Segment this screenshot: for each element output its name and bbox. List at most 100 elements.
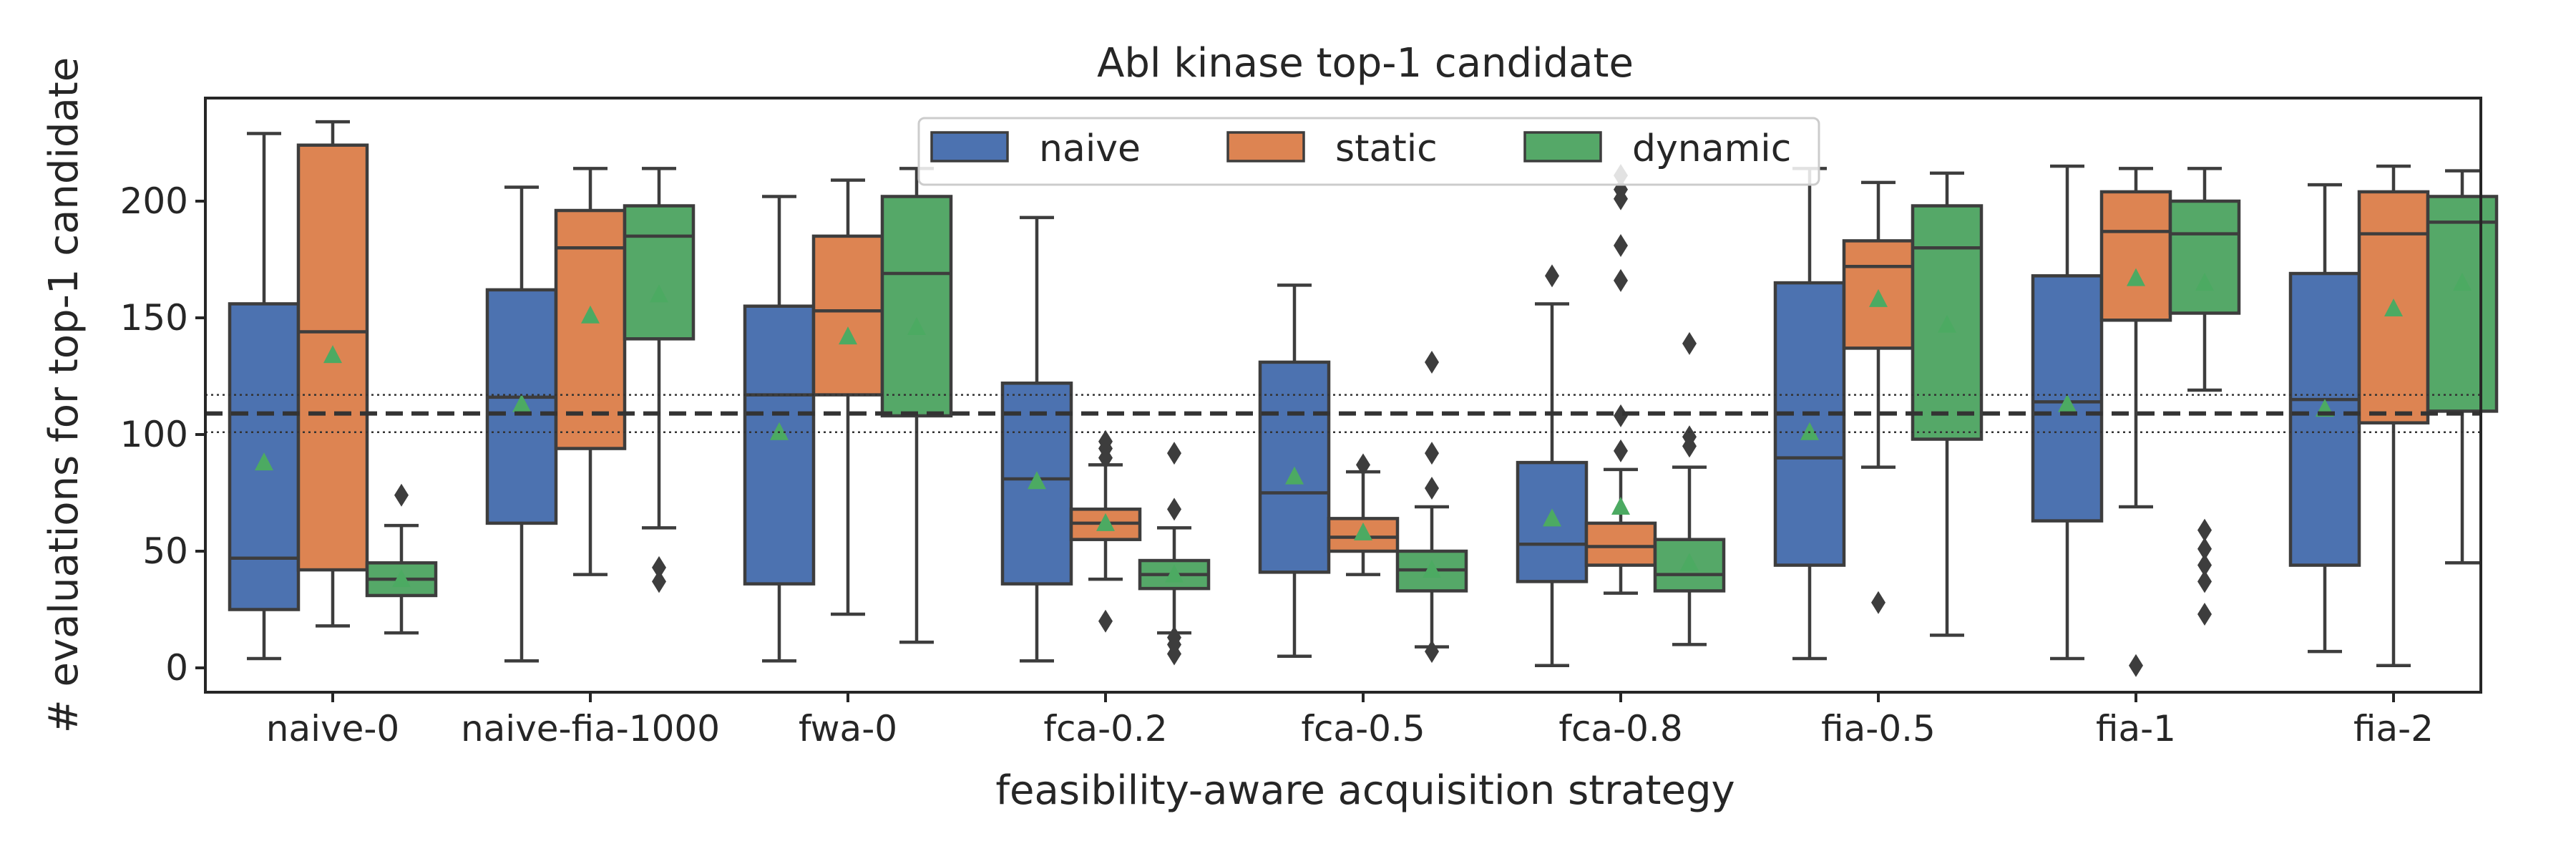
box-dynamic — [1911, 171, 1984, 637]
box-body — [623, 204, 696, 341]
box-dynamic — [2168, 167, 2241, 626]
x-tick-label: fca-0.5 — [1301, 708, 1425, 749]
x-tick-label: fia-0.5 — [1821, 708, 1936, 749]
box-naive — [485, 185, 558, 663]
mean-marker — [323, 345, 342, 364]
outlier-point — [1356, 453, 1370, 477]
y-tick-label: 100 — [120, 414, 188, 455]
mean-marker — [2058, 394, 2077, 412]
mean-marker — [650, 284, 668, 303]
outlier-point — [1425, 350, 1439, 374]
mean-marker — [581, 305, 600, 324]
box-naive — [228, 132, 301, 661]
box-static — [1327, 453, 1400, 576]
outlier-point — [652, 555, 666, 579]
y-axis-title: # evaluations for top-1 candidate — [41, 57, 87, 733]
legend-label-static: static — [1335, 127, 1438, 170]
outlier-point — [2129, 654, 2143, 677]
outlier-point — [1614, 268, 1628, 292]
mean-marker — [1285, 466, 1304, 485]
legend-items: naive static dynamic — [930, 127, 1791, 170]
box-naive — [1258, 283, 1331, 658]
outlier-point — [1871, 591, 1885, 614]
outlier-point — [1614, 439, 1628, 462]
box-body — [1911, 204, 1984, 441]
outlier-point — [1425, 476, 1439, 500]
outlier-point — [1167, 498, 1181, 521]
x-tick-label: fca-0.8 — [1558, 708, 1682, 749]
mean-marker — [907, 317, 926, 336]
box-dynamic — [623, 167, 696, 593]
mean-marker — [2453, 273, 2472, 291]
box-naive — [1516, 264, 1589, 667]
mean-marker — [1680, 553, 1699, 571]
mean-marker — [1354, 522, 1372, 540]
axes-frame — [204, 97, 2482, 694]
box-body — [554, 208, 627, 450]
legend-swatch-dynamic — [1523, 131, 1602, 162]
mean-marker — [2127, 268, 2145, 286]
box-dynamic — [1138, 442, 1211, 666]
box-body — [2168, 199, 2241, 315]
box-body — [743, 304, 816, 586]
mean-marker — [1869, 288, 1888, 307]
mean-marker — [1028, 471, 1046, 490]
outlier-point — [1682, 331, 1697, 355]
outlier-point — [1682, 425, 1697, 449]
outlier-point — [1098, 609, 1113, 633]
mean-marker — [1423, 560, 1441, 578]
x-tick-label: fia-2 — [2353, 708, 2434, 749]
mean-marker — [1800, 422, 1819, 440]
y-tick-label: 50 — [142, 530, 188, 572]
chart-title: Abl kinase top-1 candidate — [1097, 40, 1634, 87]
outlier-point — [1425, 442, 1439, 465]
outlier-point — [652, 570, 666, 593]
mean-marker — [512, 394, 531, 412]
mean-marker — [1938, 314, 1956, 333]
y-tick-label: 0 — [165, 647, 188, 689]
box-body — [2426, 195, 2499, 413]
mean-marker — [2195, 273, 2214, 291]
x-tick-label: fwa-0 — [799, 708, 897, 749]
x-axis: naive-0 naive-fia-1000 fwa-0 fca-0.2 fca-0.5… — [266, 692, 2434, 749]
box-naive — [743, 195, 816, 663]
outlier-point — [2197, 537, 2212, 560]
outlier-point — [1614, 233, 1628, 257]
mean-marker — [1543, 508, 1561, 527]
outlier-point — [2197, 553, 2212, 577]
box-dynamic — [365, 483, 438, 635]
box-dynamic — [2426, 169, 2499, 565]
mean-marker — [1165, 564, 1184, 583]
mean-marker — [1611, 497, 1630, 515]
outlier-point — [2197, 570, 2212, 593]
x-axis-title: feasibility-aware acquisition strategy — [995, 767, 1735, 814]
legend: naive static dynamic — [917, 117, 1820, 186]
x-tick-label: fca-0.2 — [1043, 708, 1167, 749]
mean-marker — [255, 452, 273, 471]
mean-marker — [2384, 298, 2403, 316]
outlier-point — [2197, 518, 2212, 542]
mean-marker — [1096, 513, 1115, 531]
box-dynamic — [880, 167, 953, 644]
x-tick-label: naive-0 — [266, 708, 399, 749]
box-dynamic — [1395, 350, 1468, 664]
box-body — [1584, 521, 1657, 567]
outlier-point — [1545, 264, 1559, 288]
legend-swatch-naive — [930, 131, 1009, 162]
x-tick-label: fia-1 — [2096, 708, 2176, 749]
outlier-point — [1614, 404, 1628, 427]
box-body — [880, 195, 953, 418]
box-static — [296, 120, 369, 628]
mean-marker — [770, 422, 789, 440]
x-tick-label: naive-fia-1000 — [461, 708, 720, 749]
mean-marker — [392, 569, 411, 588]
box-static — [2357, 164, 2430, 667]
legend-label-dynamic: dynamic — [1632, 127, 1791, 170]
box-body — [811, 234, 884, 397]
legend-label-naive: naive — [1039, 127, 1141, 170]
box-body — [2288, 271, 2361, 567]
box-naive — [1773, 167, 1846, 661]
legend-swatch-static — [1226, 131, 1305, 162]
box-static — [554, 167, 627, 576]
